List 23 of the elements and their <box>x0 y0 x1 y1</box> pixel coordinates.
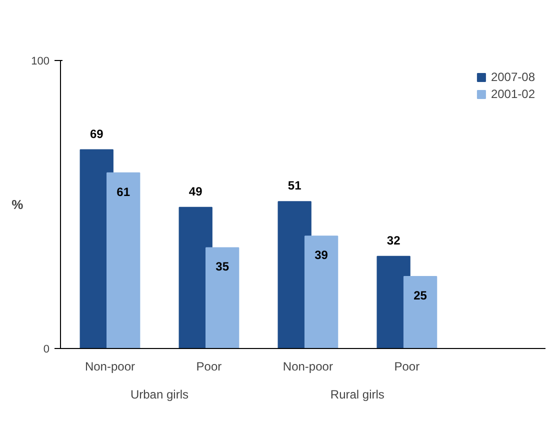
x-tick-label: Non-poor <box>282 360 333 374</box>
data-label: 35 <box>216 260 230 274</box>
text: Rural girls <box>330 388 384 402</box>
x-tick-label: Non-poor <box>84 360 136 374</box>
data-label: 51 <box>288 178 302 193</box>
data-label: 69 <box>90 126 104 141</box>
y-tick-label: 0 <box>43 344 50 356</box>
text: Urban girls <box>130 388 188 402</box>
legend-label: 2001-02 <box>490 87 535 101</box>
y-tick-label: 100 <box>31 56 50 68</box>
data-label: 49 <box>188 184 203 198</box>
x-tick-label: Poor <box>196 360 222 374</box>
bar <box>106 172 140 348</box>
bar <box>403 276 438 348</box>
y-axis-title: % <box>12 197 24 212</box>
x-tick-label: Poor <box>394 360 420 374</box>
legend-label: 2007-08 <box>490 70 535 84</box>
bar <box>206 247 240 348</box>
data-label: 25 <box>414 288 428 302</box>
data-label: 39 <box>314 248 328 262</box>
bar <box>304 236 338 348</box>
data-label: 61 <box>116 184 130 199</box>
data-label: 32 <box>386 233 401 248</box>
